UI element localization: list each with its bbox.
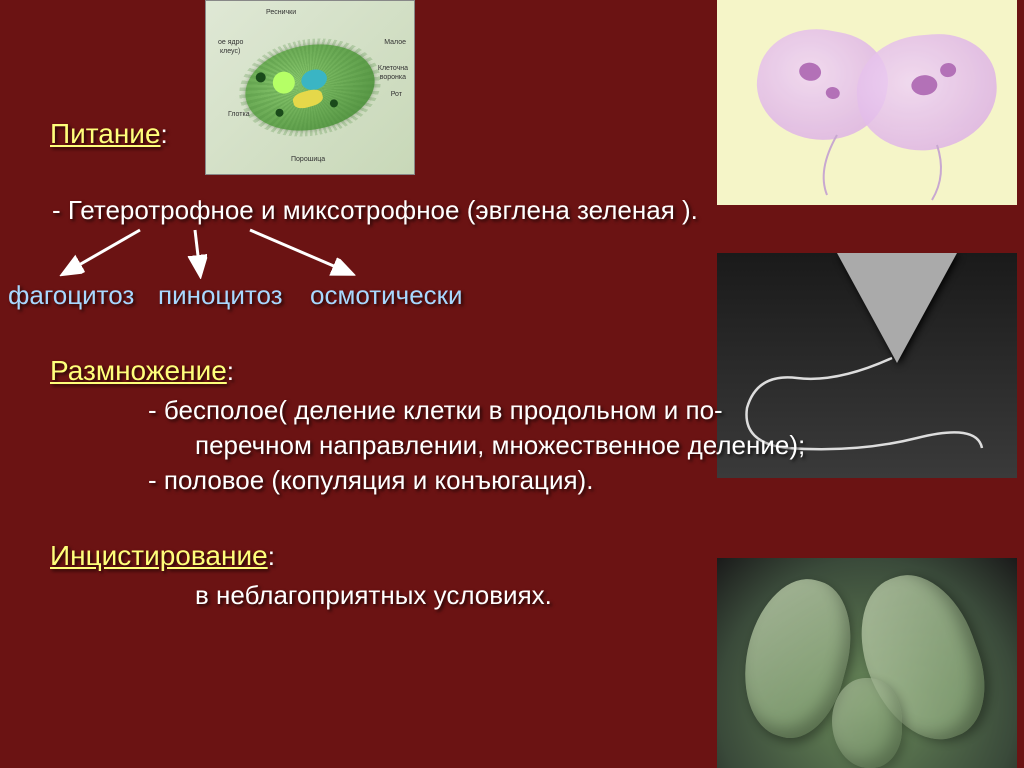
nutrition-line: - Гетеротрофное и миксотрофное (эвглена … [52,195,698,226]
cell-granule [255,71,267,83]
diagram-label: Рот [391,91,402,98]
repro-item-1b: перечном направлении, множественное деле… [195,430,805,461]
diagram-label: Глотка [228,111,250,118]
arrows-group [45,228,425,283]
paramecium-diagram-image: Реснички ое ядро клеус) Глотка Малое Кле… [205,0,415,175]
flagella-lines [717,0,1017,205]
dash: - [52,195,68,225]
arrow-1 [65,230,140,273]
euglena-text: (эвглена зеленая ). [459,195,697,225]
heading-colon: : [161,119,168,149]
giardia-micrograph-image [717,0,1017,205]
encystment-heading-row: Инцистирование: [50,540,275,572]
ciliates-micrograph-image [717,558,1017,768]
diagram-label: Реснички [266,9,296,16]
arrow-2 [195,230,200,273]
cell-granule [275,108,285,118]
repro-item-1a: - бесполое( деление клетки в продольном … [148,395,723,426]
diagram-label: Порошица [291,156,325,163]
phagocytosis-text: фагоцитоз [8,280,134,311]
paramecium-cell [236,30,384,146]
encystment-heading: Инцистирование [50,540,268,571]
arrow-3 [250,230,350,273]
heading-colon: : [268,541,275,571]
diagram-label: ое ядро [218,39,243,46]
repro-item-2: - половое (копуляция и конъюгация). [148,465,593,496]
diagram-label: Клеточна [378,65,408,72]
diagram-label: воронка [380,74,406,81]
diagram-label: клеус) [220,48,240,55]
heterotrophic-text: Гетеротрофное [68,195,254,225]
cell-vacuole [270,69,297,96]
nutrition-heading-row: Питание: [50,118,168,150]
pinocytosis-text: пиноцитоз [158,280,283,311]
encystment-line: в неблагоприятных условиях. [195,580,552,611]
nutrition-heading: Питание [50,118,161,149]
and-text: и [254,195,283,225]
diagram-label: Малое [384,39,406,46]
cell-food-vacuole [291,87,324,110]
mixotrophic-text: миксотрофное [283,195,460,225]
cell-granule [329,98,339,108]
ciliate-cell [832,678,902,768]
heading-colon: : [227,356,234,386]
slide: Реснички ое ядро клеус) Глотка Малое Кле… [0,0,1024,768]
reproduction-heading-row: Размножение: [50,355,234,387]
osmotic-text: осмотически [310,280,463,311]
reproduction-heading: Размножение [50,355,227,386]
